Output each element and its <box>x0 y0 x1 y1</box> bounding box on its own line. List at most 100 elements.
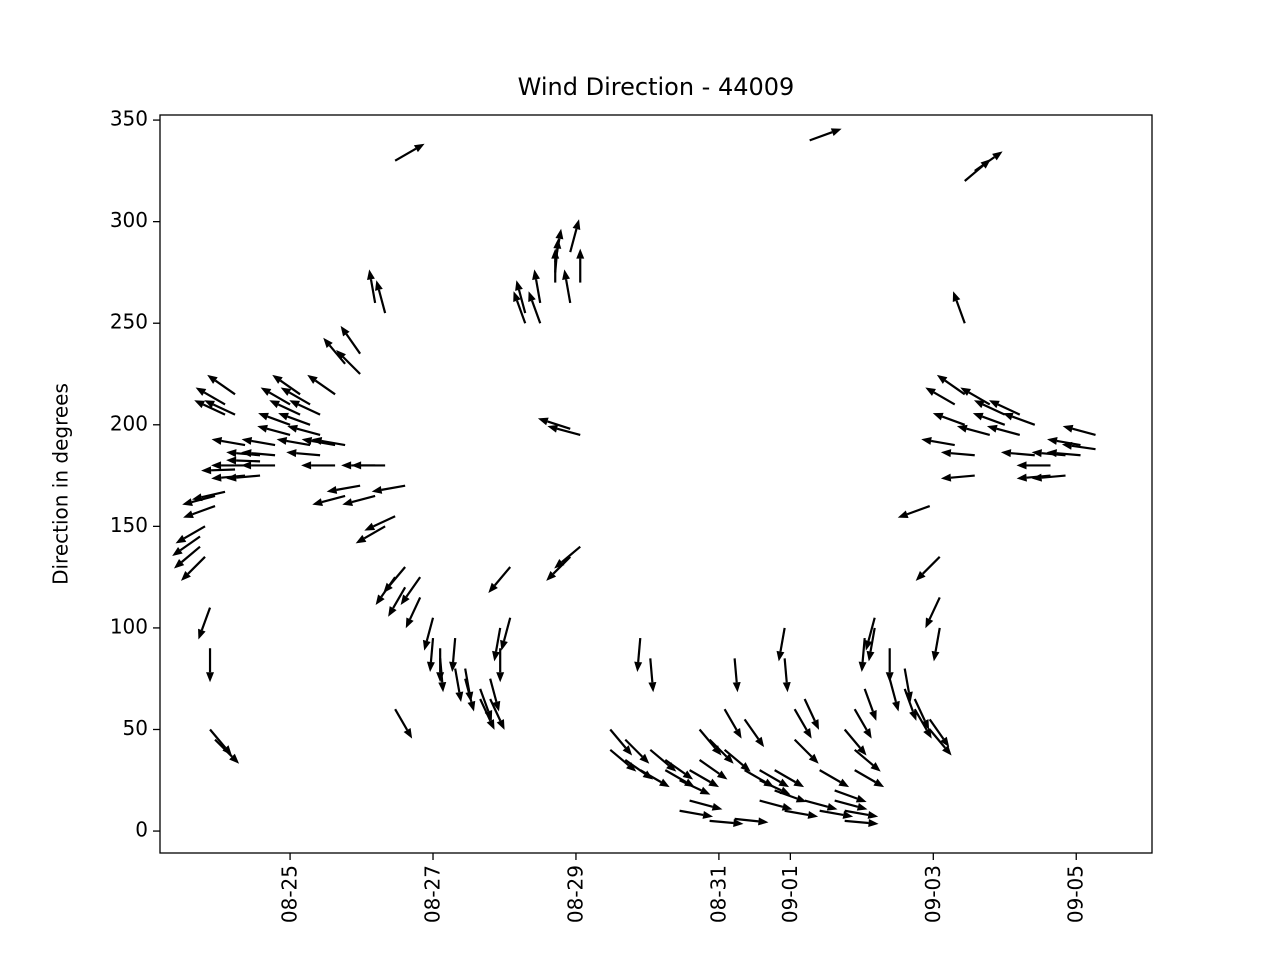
arrow-head <box>639 753 650 764</box>
arrow-head <box>289 400 301 409</box>
arrow-head <box>257 424 268 433</box>
arrow-shaft <box>689 799 714 808</box>
wind-arrow <box>551 248 560 283</box>
arrow-head <box>405 617 414 629</box>
wind-arrow <box>774 769 805 788</box>
wind-arrow <box>367 269 377 304</box>
wind-arrow <box>863 688 877 721</box>
arrow-shaft <box>405 576 422 598</box>
arrow-shaft <box>1071 444 1096 451</box>
wind-arrow <box>866 627 876 662</box>
arrow-shaft <box>251 452 276 457</box>
wind-arrow <box>931 627 941 662</box>
wind-arrow <box>834 789 867 803</box>
wind-arrow <box>454 668 464 703</box>
arrow-head <box>553 238 562 249</box>
arrow-head <box>172 547 183 557</box>
arrow-shaft <box>819 769 842 784</box>
arrow-head <box>1016 473 1027 482</box>
arrow-head <box>496 719 505 730</box>
arrow-shaft <box>394 147 417 162</box>
chart-title: Wind Direction - 44009 <box>518 73 795 101</box>
arrow-shaft <box>689 769 711 784</box>
arrow-shaft <box>211 468 236 472</box>
arrow-head <box>733 727 742 739</box>
arrow-shaft <box>664 759 686 775</box>
wind-arrow <box>280 387 311 406</box>
arrow-shaft <box>783 658 788 683</box>
arrow-head <box>758 817 769 826</box>
arrow-shaft <box>784 809 809 816</box>
arrow-head <box>626 762 637 772</box>
arrow-shaft <box>743 718 760 740</box>
arrow-shaft <box>1056 452 1081 457</box>
arrow-shaft <box>377 289 387 314</box>
wind-arrow <box>323 337 346 365</box>
wind-arrow <box>1062 424 1096 437</box>
arrow-shaft <box>288 391 311 406</box>
arrow-shaft <box>624 738 644 758</box>
wind-arrow <box>513 291 527 324</box>
wind-arrow <box>853 748 881 772</box>
arrow-shaft <box>561 545 581 563</box>
wind-arrow <box>689 799 723 811</box>
wind-arrow <box>207 374 236 396</box>
wind-arrow <box>287 424 321 437</box>
wind-arrow <box>195 387 226 406</box>
wind-arrow <box>198 607 212 640</box>
arrow-head <box>960 387 971 396</box>
wind-arrow <box>241 461 276 470</box>
wind-arrow <box>913 708 932 739</box>
arrow-shaft <box>698 759 720 775</box>
wind-arrow <box>182 494 216 506</box>
wind-arrow <box>576 248 585 283</box>
arrow-head <box>925 617 934 629</box>
y-tick-label: 100 <box>110 614 148 638</box>
wind-arrow <box>394 708 413 739</box>
arrow-shaft <box>968 391 991 406</box>
arrow-head <box>467 700 476 712</box>
arrow-shaft <box>708 738 728 758</box>
arrow-shaft <box>311 439 336 447</box>
x-tick-label: 08-25 <box>278 865 302 923</box>
arrow-head <box>537 417 549 426</box>
wind-arrow <box>709 819 744 827</box>
arrow-head <box>241 449 252 458</box>
wind-arrow <box>371 484 406 494</box>
arrow-shaft <box>409 596 422 620</box>
arrow-head <box>942 745 952 756</box>
wind-arrow <box>897 505 931 519</box>
arrow-shaft <box>609 748 630 767</box>
arrow-head <box>211 473 222 482</box>
wind-arrow <box>496 648 505 683</box>
arrow-shaft <box>489 678 498 703</box>
arrow-head <box>307 374 318 384</box>
wind-arrow <box>915 556 941 581</box>
arrow-head <box>388 606 397 617</box>
arrow-head <box>367 269 375 280</box>
arrow-shaft <box>930 439 955 447</box>
arrow-shaft <box>221 439 246 447</box>
arrow-shaft <box>834 789 858 800</box>
y-tick-label: 50 <box>123 716 148 740</box>
arrow-head <box>364 522 376 531</box>
arrow-head <box>915 570 926 581</box>
wind-arrow <box>972 412 1006 426</box>
arrow-shaft <box>759 779 782 792</box>
wind-arrow <box>194 400 226 416</box>
arrow-shaft <box>351 494 376 504</box>
wind-arrow <box>844 819 879 827</box>
arrow-shaft <box>236 474 261 479</box>
wind-arrow <box>226 456 261 465</box>
arrow-head <box>682 770 694 780</box>
y-tick-label: 300 <box>110 208 148 232</box>
wind-arrow <box>307 374 336 396</box>
arrow-shaft <box>819 809 844 816</box>
wind-arrow <box>956 424 991 437</box>
wind-arrow <box>689 769 720 788</box>
arrow-shaft <box>609 728 627 749</box>
wind-arrow <box>569 219 581 253</box>
arrow-head <box>699 786 711 795</box>
wind-arrow <box>172 535 201 557</box>
arrow-shaft <box>267 415 291 426</box>
